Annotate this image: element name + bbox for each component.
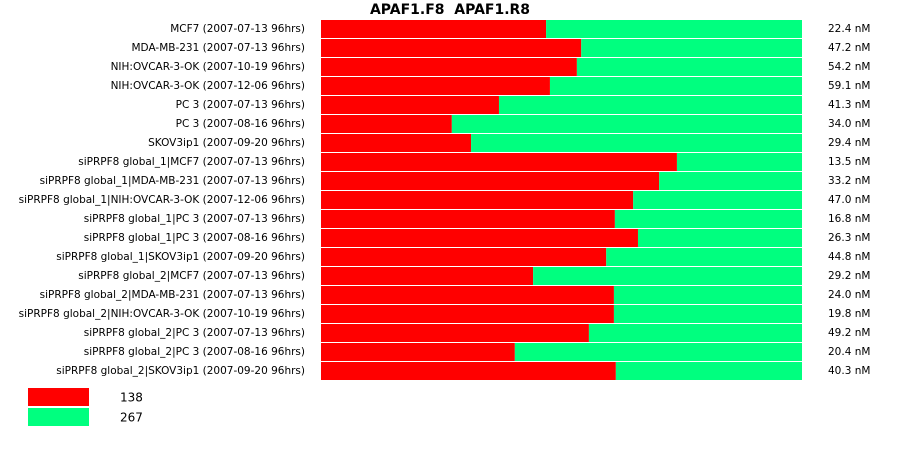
legend-swatch bbox=[28, 408, 89, 426]
bar-segment bbox=[321, 343, 515, 361]
bar-segment bbox=[321, 96, 499, 114]
bar-segment bbox=[321, 172, 660, 190]
bar-segment bbox=[321, 153, 677, 171]
bar-segment bbox=[321, 134, 472, 152]
bar-segment bbox=[533, 267, 802, 285]
legend-label: 138 bbox=[120, 391, 143, 405]
value-annotation: 59.1 nM bbox=[828, 80, 870, 92]
bar-segment bbox=[471, 134, 802, 152]
bar-segment bbox=[581, 39, 802, 57]
value-annotation: 33.2 nM bbox=[828, 175, 870, 187]
legend-swatch bbox=[28, 388, 89, 406]
value-annotation: 34.0 nM bbox=[828, 118, 870, 130]
bar-segment bbox=[321, 77, 550, 95]
bar-segment bbox=[321, 191, 634, 209]
bar-segment bbox=[614, 210, 802, 228]
row-label: siPRPF8 global_1|MDA-MB-231 (2007-07-13 … bbox=[40, 175, 305, 187]
row-label: siPRPF8 global_2|MCF7 (2007-07-13 96hrs) bbox=[78, 270, 305, 282]
value-annotation: 29.4 nM bbox=[828, 137, 870, 149]
row-label: siPRPF8 global_1|NIH:OVCAR-3-OK (2007-12… bbox=[19, 194, 305, 206]
bar-segment bbox=[613, 286, 802, 304]
value-annotation: 22.4 nM bbox=[828, 23, 870, 35]
row-label: siPRPF8 global_2|PC 3 (2007-07-13 96hrs) bbox=[84, 327, 305, 339]
value-annotation: 29.2 nM bbox=[828, 270, 870, 282]
row-label: NIH:OVCAR-3-OK (2007-10-19 96hrs) bbox=[111, 61, 305, 73]
value-annotation: 19.8 nM bbox=[828, 308, 870, 320]
legend-label: 267 bbox=[120, 411, 143, 425]
bar-segment bbox=[321, 115, 452, 133]
row-label: siPRPF8 global_1|PC 3 (2007-07-13 96hrs) bbox=[84, 213, 305, 225]
row-label: MCF7 (2007-07-13 96hrs) bbox=[170, 23, 305, 35]
bar-segment bbox=[633, 191, 802, 209]
bar-segment bbox=[637, 229, 802, 247]
bar-segment bbox=[659, 172, 802, 190]
bar-segment bbox=[321, 248, 607, 266]
value-annotation: 26.3 nM bbox=[828, 232, 870, 244]
chart-title: APAF1.F8 APAF1.R8 bbox=[370, 2, 530, 18]
value-annotation: 49.2 nM bbox=[828, 327, 870, 339]
bar-segment bbox=[588, 324, 802, 342]
bar-segment bbox=[321, 229, 638, 247]
bar-segment bbox=[321, 20, 547, 38]
row-label: NIH:OVCAR-3-OK (2007-12-06 96hrs) bbox=[111, 80, 305, 92]
value-annotation: 13.5 nM bbox=[828, 156, 870, 168]
bar-segment bbox=[549, 77, 802, 95]
row-label: siPRPF8 global_2|NIH:OVCAR-3-OK (2007-10… bbox=[19, 308, 305, 320]
row-label: SKOV3ip1 (2007-09-20 96hrs) bbox=[148, 137, 305, 149]
bar-segment bbox=[321, 305, 614, 323]
value-annotation: 41.3 nM bbox=[828, 99, 870, 111]
bar-segment bbox=[576, 58, 802, 76]
bar-segment bbox=[321, 210, 615, 228]
value-annotation: 16.8 nM bbox=[828, 213, 870, 225]
row-label: siPRPF8 global_2|PC 3 (2007-08-16 96hrs) bbox=[84, 346, 305, 358]
row-label: siPRPF8 global_1|PC 3 (2007-08-16 96hrs) bbox=[84, 232, 305, 244]
row-label: PC 3 (2007-08-16 96hrs) bbox=[176, 118, 305, 130]
value-annotation: 47.2 nM bbox=[828, 42, 870, 54]
bar-segment bbox=[676, 153, 802, 171]
row-label: MDA-MB-231 (2007-07-13 96hrs) bbox=[132, 42, 306, 54]
value-annotation: 24.0 nM bbox=[828, 289, 870, 301]
bar-segment bbox=[613, 305, 802, 323]
value-annotation: 54.2 nM bbox=[828, 61, 870, 73]
bar-segment bbox=[321, 324, 589, 342]
row-label: siPRPF8 global_1|MCF7 (2007-07-13 96hrs) bbox=[78, 156, 305, 168]
bar-segment bbox=[321, 286, 614, 304]
value-annotation: 40.3 nM bbox=[828, 365, 870, 377]
bar-segment bbox=[606, 248, 802, 266]
bar-segment bbox=[514, 343, 802, 361]
value-annotation: 20.4 nM bbox=[828, 346, 870, 358]
row-label: siPRPF8 global_2|MDA-MB-231 (2007-07-13 … bbox=[40, 289, 305, 301]
row-label: PC 3 (2007-07-13 96hrs) bbox=[176, 99, 305, 111]
bar-segment bbox=[321, 362, 616, 380]
bar-segment bbox=[321, 58, 577, 76]
value-annotation: 47.0 nM bbox=[828, 194, 870, 206]
bar-segment bbox=[321, 39, 582, 57]
row-label: siPRPF8 global_2|SKOV3ip1 (2007-09-20 96… bbox=[56, 365, 305, 377]
bar-segment bbox=[321, 267, 534, 285]
bar-segment bbox=[546, 20, 802, 38]
bar-segment bbox=[451, 115, 802, 133]
value-annotation: 44.8 nM bbox=[828, 251, 870, 263]
bar-segment bbox=[615, 362, 802, 380]
bar-segment bbox=[498, 96, 802, 114]
row-label: siPRPF8 global_1|SKOV3ip1 (2007-09-20 96… bbox=[56, 251, 305, 263]
